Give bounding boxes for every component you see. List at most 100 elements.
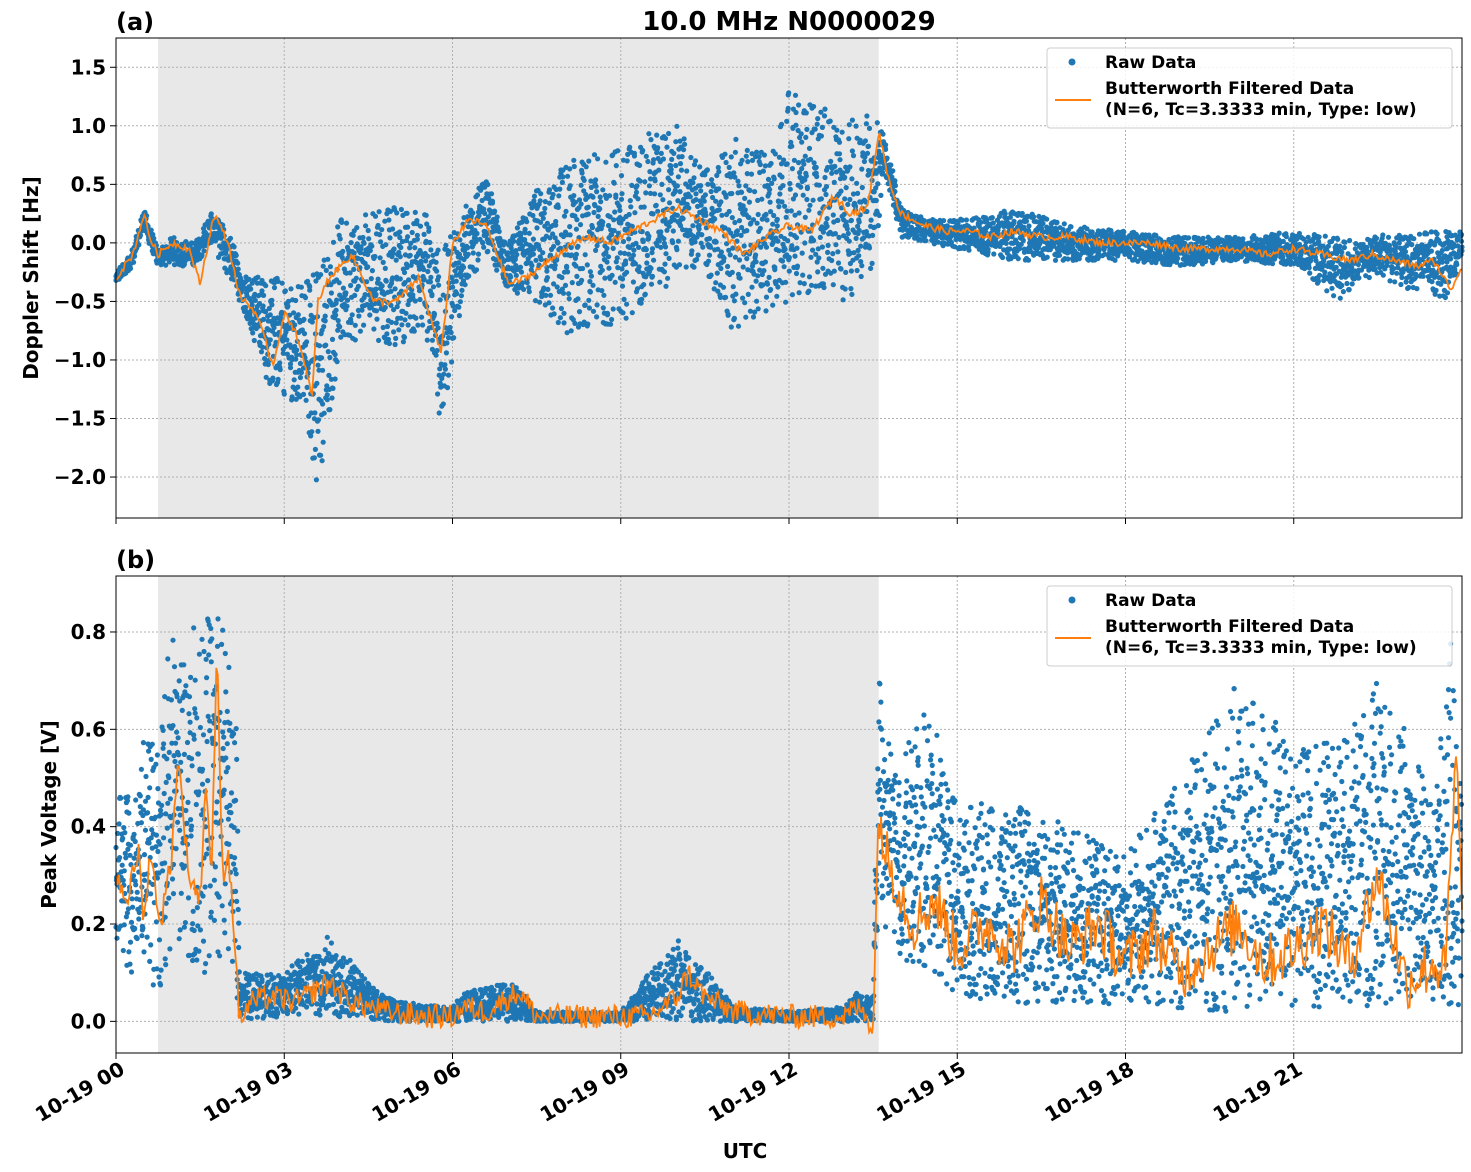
panel-a-raw-data-point xyxy=(811,103,817,110)
panel-a-raw-data-point xyxy=(332,351,338,358)
panel-a-raw-data-point xyxy=(783,299,789,305)
panel-a-raw-data-point xyxy=(281,391,287,397)
panel-a-raw-data-point xyxy=(699,232,705,238)
panel-a-raw-data-point xyxy=(557,315,564,321)
panel-a-raw-data-point xyxy=(859,166,865,172)
panel-a-raw-data-point xyxy=(1057,252,1063,258)
panel-a-raw-data-point xyxy=(595,213,601,219)
panel-a-raw-data-point xyxy=(325,349,331,355)
panel-a-raw-data-point xyxy=(390,226,396,232)
panel-a-raw-data-point xyxy=(663,251,669,257)
panel-a-raw-data-point xyxy=(321,410,327,416)
panel-a-raw-data-point xyxy=(382,265,388,271)
panel-a-raw-data-point xyxy=(1121,229,1127,235)
panel-a-raw-data-point xyxy=(564,263,570,269)
panel-a-raw-data-point xyxy=(810,197,816,203)
panel-a-raw-data-point xyxy=(866,125,873,131)
panel-a-raw-data-point xyxy=(693,191,699,197)
panel-a-raw-data-point xyxy=(836,151,843,157)
panel-a-raw-data-point xyxy=(599,288,605,294)
panel-a-raw-data-point xyxy=(737,275,743,281)
panel-a-raw-data-point xyxy=(322,313,328,319)
panel-a-raw-data-point xyxy=(297,374,303,381)
panel-a-raw-data-point xyxy=(391,329,397,335)
panel-a-raw-data-point xyxy=(603,159,609,165)
panel-a-raw-data-point xyxy=(630,279,637,285)
panel-a-raw-data-point xyxy=(388,319,395,325)
panel-a-raw-data-point xyxy=(772,151,778,157)
panel-a-raw-data-point xyxy=(754,149,760,155)
panel-a-raw-data-point xyxy=(591,209,597,216)
panel-a-raw-data-point xyxy=(760,168,767,174)
panel-a-raw-data-point xyxy=(1186,235,1192,241)
panel-a-raw-data-point xyxy=(492,208,498,214)
panel-a-raw-data-point xyxy=(433,352,439,358)
panel-a-raw-data-point xyxy=(382,304,388,311)
panel-a-raw-data-point xyxy=(324,392,330,398)
panel-a-raw-data-point xyxy=(581,177,587,183)
panel-a-raw-data-point xyxy=(819,244,826,250)
panel-a-raw-data-point xyxy=(836,139,843,145)
panel-a-raw-data-point xyxy=(800,192,806,198)
panel-a-raw-data-point xyxy=(744,256,750,262)
panel-a-raw-data-point xyxy=(582,252,588,258)
panel-a-raw-data-point xyxy=(1065,256,1071,262)
panel-a-raw-data-point xyxy=(436,410,442,416)
panel-a-raw-data-point xyxy=(301,331,308,337)
panel-a-raw-data-point xyxy=(593,247,599,253)
panel-a-raw-data-point xyxy=(794,245,800,251)
panel-a-raw-data-point xyxy=(410,292,416,298)
panel-a-raw-data-point xyxy=(454,291,460,297)
panel-a-raw-data-point xyxy=(794,263,801,269)
panel-a-raw-data-point xyxy=(830,282,836,288)
panel-a-raw-data-point xyxy=(785,105,791,111)
panel-a-raw-data-point xyxy=(227,235,234,241)
panel-a-raw-data-point xyxy=(291,377,297,383)
panel-a-raw-data-point xyxy=(427,239,433,246)
panel-a-raw-data-point xyxy=(1031,214,1037,220)
panel-a-raw-data-point xyxy=(1340,289,1346,295)
panel-a-raw-data-point xyxy=(411,328,417,334)
panel-a-raw-data-point xyxy=(315,362,321,368)
panel-a-raw-data-point xyxy=(875,181,881,187)
panel-a-raw-data-point xyxy=(368,276,374,282)
panel-a-raw-data-point xyxy=(775,284,781,290)
panel-a-raw-data-point xyxy=(763,294,770,300)
panel-a-raw-data-point xyxy=(1054,219,1060,225)
panel-a-raw-data-point xyxy=(854,180,860,186)
panel-a-raw-data-point xyxy=(378,239,384,245)
panel-a-raw-data-point xyxy=(759,196,765,202)
panel-a-raw-data-point xyxy=(319,458,325,464)
panel-a-raw-data-point xyxy=(856,219,862,225)
panel-a-raw-data-point xyxy=(594,302,600,308)
panel-a-raw-data-point xyxy=(578,201,584,207)
panel-a-raw-data-point xyxy=(269,297,275,303)
panel-a-raw-data-point xyxy=(560,174,566,180)
panel-a-raw-data-point xyxy=(623,258,629,264)
panel-a-raw-data-point xyxy=(786,268,792,274)
panel-a-raw-data-point xyxy=(670,240,676,246)
panel-a-raw-data-point xyxy=(560,290,567,296)
panel-a-raw-data-point xyxy=(830,251,836,257)
panel-a-raw-data-point xyxy=(666,255,672,261)
panel-a-raw-data-point xyxy=(273,339,279,345)
panel-a-raw-data-point xyxy=(1355,261,1361,268)
panel-a-raw-data-point xyxy=(351,266,357,272)
panel-a-raw-data-point xyxy=(847,196,853,203)
panel-a-raw-data-point xyxy=(680,216,686,222)
panel-a-raw-data-point xyxy=(649,273,656,279)
panel-a-raw-data-point xyxy=(329,395,335,401)
panel-a-raw-data-point xyxy=(579,277,585,283)
panel-a-raw-data-point xyxy=(769,180,775,186)
panel-a-raw-data-point xyxy=(990,220,996,226)
panel-a-raw-data-point xyxy=(449,314,455,320)
panel-a-raw-data-point xyxy=(423,212,429,218)
panel-a-raw-data-point xyxy=(480,240,486,246)
panel-a-raw-data-point xyxy=(620,238,627,245)
panel-a-raw-data-point xyxy=(842,196,848,202)
panel-a-raw-data-point xyxy=(627,198,633,204)
panel-a-raw-data-point xyxy=(315,428,321,434)
panel-a-raw-data-point xyxy=(740,264,746,270)
panel-a-raw-data-point xyxy=(403,310,409,316)
panel-a-raw-data-point xyxy=(754,298,760,304)
